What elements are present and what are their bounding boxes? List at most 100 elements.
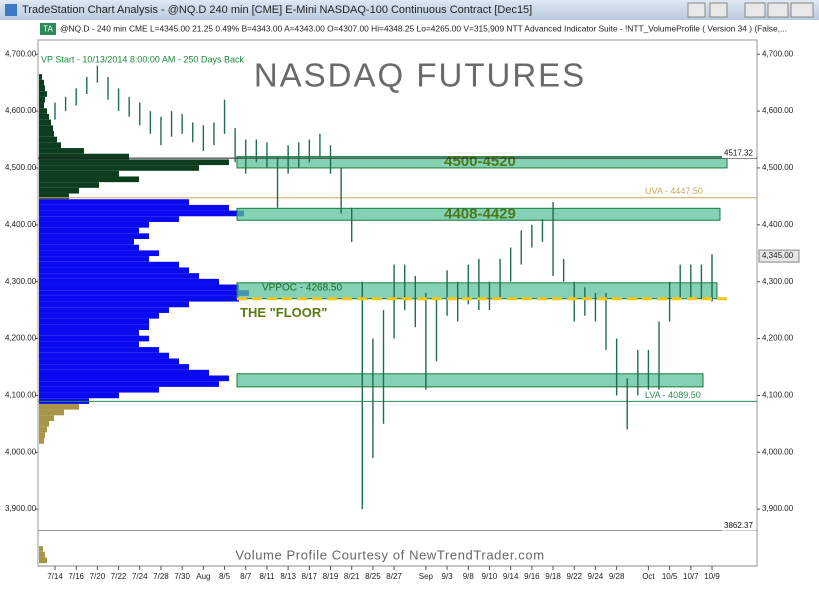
zone	[236, 373, 704, 388]
zone-label: VPPOC - 4268.50	[262, 282, 342, 293]
profile-bar	[39, 324, 149, 331]
profile-bar	[39, 307, 169, 313]
profile-bar	[39, 79, 44, 86]
x-tick-label: 8/19	[323, 572, 339, 581]
x-tick-label: 9/3	[442, 572, 454, 581]
profile-bar	[39, 386, 159, 393]
profile-bar	[39, 193, 69, 200]
y-tick-label: 4,100.00	[5, 391, 37, 400]
y-tick-label: 3,900.00	[5, 504, 37, 513]
profile-bar	[39, 330, 139, 336]
profile-bar	[39, 426, 47, 433]
y2-tick-label: 4,200.00	[762, 334, 794, 343]
profile-bar	[39, 153, 129, 160]
minimize-button[interactable]	[744, 2, 766, 18]
profile-bar	[39, 227, 139, 234]
y2-tick-label: 4,700.00	[762, 49, 794, 58]
profile-bar	[39, 182, 99, 188]
window-title: TradeStation Chart Analysis - @NQ.D 240 …	[22, 4, 532, 16]
y-tick-label: 4,200.00	[5, 334, 37, 343]
profile-bar	[39, 233, 149, 240]
profile-bar	[39, 96, 45, 103]
settings-button[interactable]	[687, 2, 706, 18]
x-tick-label: 7/28	[153, 572, 169, 581]
x-tick-label: 7/30	[174, 572, 190, 581]
x-tick-label: 8/5	[219, 572, 231, 581]
y-tick-label: 4,700.00	[5, 49, 37, 58]
profile-bar	[39, 119, 51, 126]
y2-tick-label: 4,600.00	[762, 106, 794, 115]
profile-bar	[39, 409, 64, 416]
x-tick-label: Sep	[419, 572, 434, 581]
profile-bar	[39, 176, 139, 183]
profile-bar	[39, 347, 159, 353]
zone	[236, 156, 728, 169]
profile-bar	[39, 312, 159, 319]
profile-bar	[39, 170, 119, 177]
symbol-badge-box	[40, 23, 56, 35]
profile-bar	[39, 295, 239, 302]
profile-bar	[39, 415, 54, 421]
profile-bar	[39, 250, 159, 257]
symbol-badge: TA	[43, 25, 53, 34]
profile-bar	[39, 244, 139, 251]
profile-bar	[39, 267, 189, 274]
profile-bar	[39, 420, 49, 427]
x-tick-label: 7/24	[132, 572, 148, 581]
level-label: 3862.37	[724, 521, 753, 530]
info-line: @NQ.D - 240 min CME L=4345.00 21.25 0.49…	[60, 24, 787, 34]
profile-bar	[39, 102, 44, 109]
profile-bar	[39, 364, 189, 370]
profile-bar	[39, 358, 179, 365]
info-bar	[0, 20, 819, 38]
y2-tick-label: 3,900.00	[762, 504, 794, 513]
x-tick-label: 10/5	[662, 572, 678, 581]
x-tick-label: 10/9	[704, 572, 720, 581]
profile-bar	[39, 159, 229, 166]
profile-bar	[39, 91, 47, 97]
profile-bar	[39, 125, 53, 131]
chart-title: NASDAQ FUTURES	[254, 57, 586, 94]
x-tick-label: 7/22	[111, 572, 127, 581]
profile-bar	[39, 108, 47, 114]
profile-bar	[39, 432, 45, 439]
profile-bar	[39, 551, 45, 558]
y-tick-label: 4,000.00	[5, 447, 37, 456]
x-tick-label: 10/7	[683, 572, 699, 581]
profile-bar	[39, 369, 209, 376]
x-tick-label: 9/8	[463, 572, 475, 581]
profile-bar	[39, 341, 139, 348]
profile-bar	[39, 256, 149, 262]
profile-bar	[39, 210, 244, 217]
x-tick-label: 9/10	[482, 572, 498, 581]
profile-bar	[39, 375, 229, 382]
level-label-box	[722, 521, 756, 531]
profile-bar	[39, 318, 149, 325]
x-tick-label: Aug	[196, 572, 210, 581]
profile-bar	[39, 142, 61, 149]
level-label: LVA - 4089.50	[645, 390, 701, 400]
app-icon	[5, 4, 17, 16]
profile-bar	[39, 301, 189, 308]
y-tick-label: 4,300.00	[5, 277, 37, 286]
profile-bar	[39, 113, 49, 120]
profile-bar	[39, 273, 199, 279]
profile-bar	[39, 85, 45, 92]
x-tick-label: 9/22	[566, 572, 582, 581]
footer-credit: Volume Profile Courtesy of NewTrendTrade…	[235, 547, 544, 562]
maximize-button[interactable]	[767, 2, 789, 18]
zone	[236, 207, 721, 221]
y2-tick-label: 4,300.00	[762, 277, 794, 286]
zone-label: 4500-4520	[444, 153, 516, 170]
title-bar	[0, 0, 819, 20]
profile-bar	[39, 74, 42, 80]
close-button[interactable]	[790, 2, 814, 18]
profile-bar	[39, 165, 199, 171]
profile-bar	[39, 148, 84, 154]
profile-bar	[39, 392, 119, 399]
y2-tick-label: 4,000.00	[762, 447, 794, 456]
profile-bar	[39, 546, 43, 552]
floor-label: THE "FLOOR"	[240, 305, 327, 320]
link-button[interactable]	[709, 2, 728, 18]
profile-bar	[39, 278, 219, 285]
